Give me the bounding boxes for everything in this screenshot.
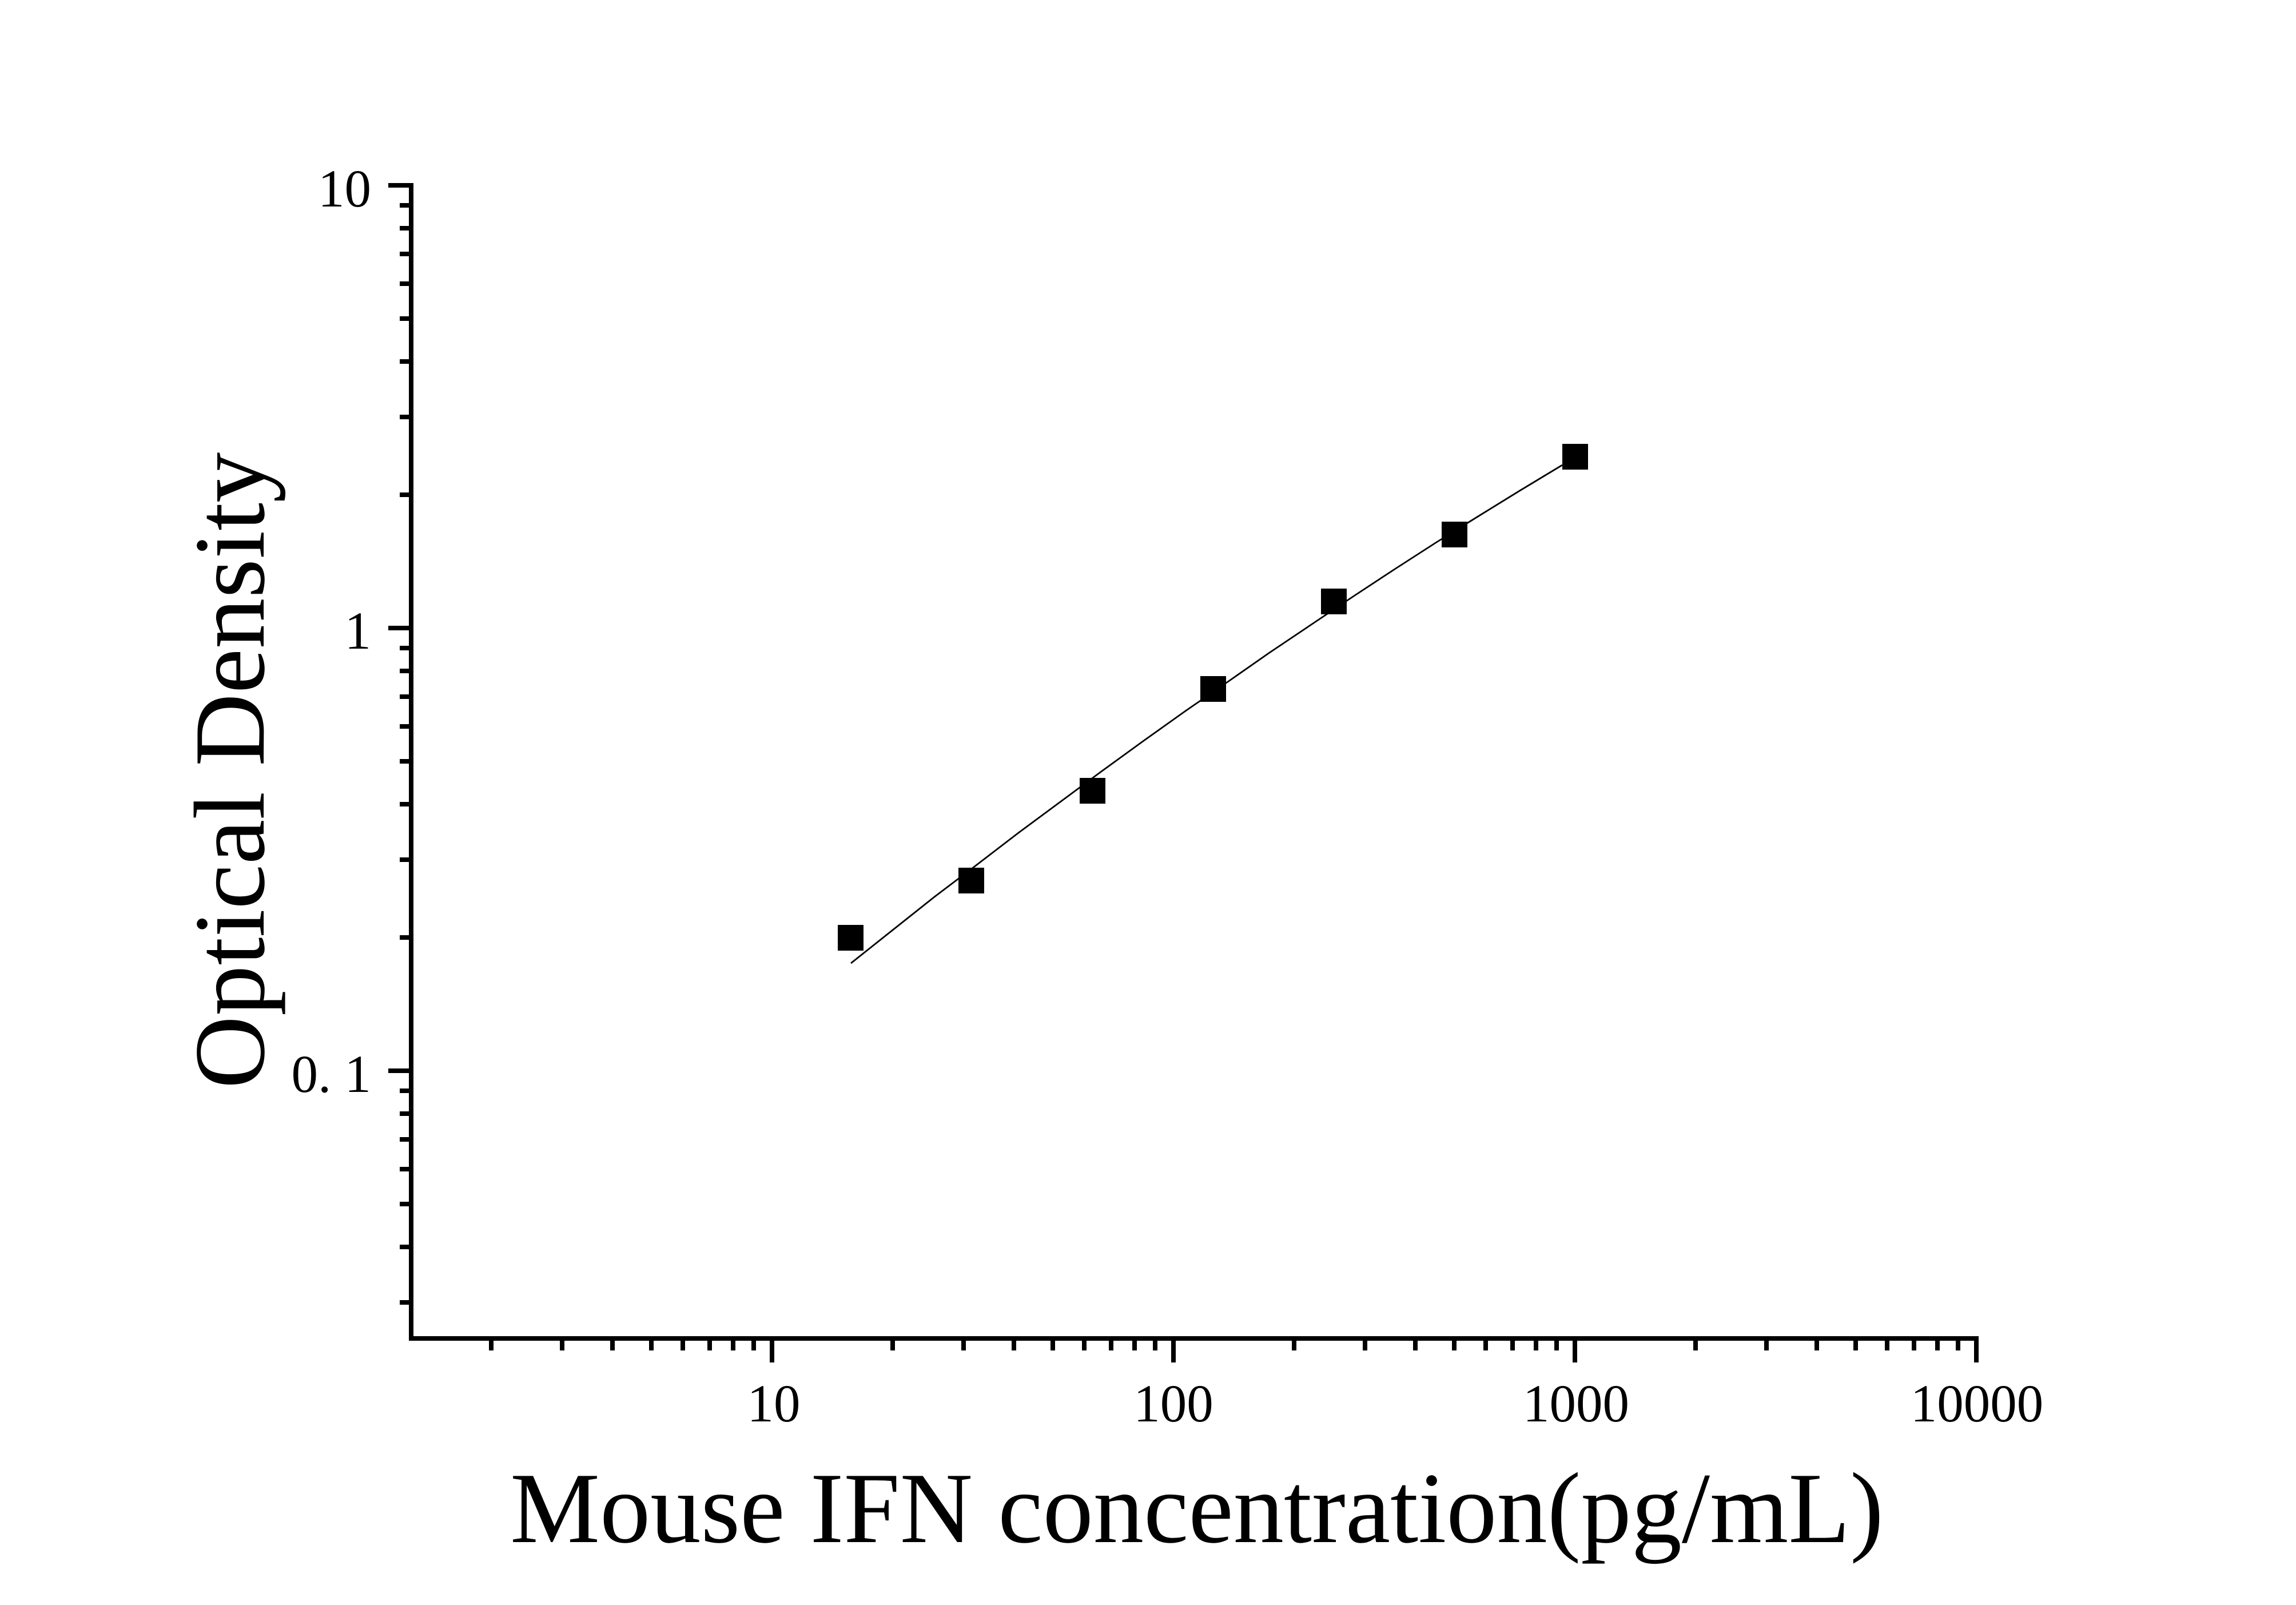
svg-text:100: 100 xyxy=(1133,1374,1213,1433)
svg-text:1000: 1000 xyxy=(1523,1374,1629,1433)
svg-text:10: 10 xyxy=(747,1374,801,1433)
svg-text:Mouse IFN concentration(pg/mL): Mouse IFN concentration(pg/mL) xyxy=(510,1453,1884,1564)
svg-text:Optical Density: Optical Density xyxy=(174,452,286,1089)
svg-text:10: 10 xyxy=(318,160,371,218)
svg-text:1: 1 xyxy=(345,602,372,661)
svg-text:10000: 10000 xyxy=(1911,1374,2044,1433)
svg-text:0. 1: 0. 1 xyxy=(292,1045,372,1104)
